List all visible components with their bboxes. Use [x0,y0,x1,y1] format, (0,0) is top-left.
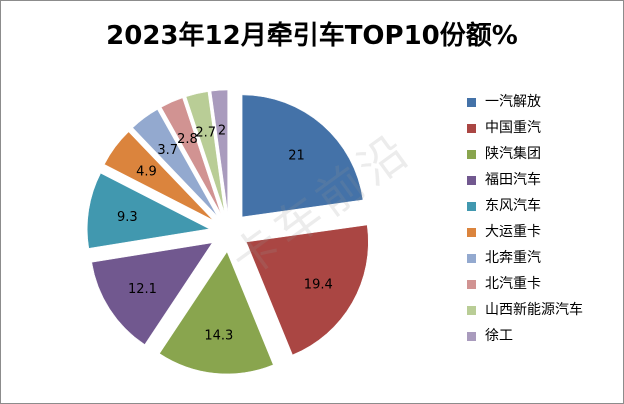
pie-slice-1 [241,94,364,218]
data-label-2: 19.4 [304,277,333,292]
legend-label: 大运重卡 [485,224,541,240]
legend-label: 北奔重汽 [485,250,541,266]
pie-slice-9 [185,91,225,213]
pie-slice-5 [87,172,211,249]
legend-swatch [467,176,476,185]
legend-swatch [467,124,476,133]
pie-slice-6 [104,131,214,221]
data-label-5: 9.3 [117,210,138,225]
legend-label: 北汽重卡 [485,276,541,292]
pie-slice-7 [132,109,218,217]
legend-swatch [467,98,476,107]
data-label-10: 2 [218,123,226,138]
legend-swatch [467,306,476,315]
data-label-4: 12.1 [128,282,157,297]
data-label-8: 2.8 [177,132,198,147]
chart-title: 2023年12月牵引车TOP10份额% [106,21,518,51]
legend-label: 山西新能源汽车 [485,302,583,318]
data-label-9: 2.7 [195,126,216,141]
legend-swatch [467,202,476,211]
legend-label: 东风汽车 [485,198,541,214]
legend-swatch [467,332,476,341]
pie-slice-4 [91,242,213,345]
legend-label: 一汽解放 [485,94,541,110]
legend-label: 福田汽车 [485,172,541,188]
data-label-3: 14.3 [204,328,233,343]
data-label-6: 4.9 [136,164,157,179]
pie-slice-3 [159,251,274,375]
data-label-1: 21 [288,148,305,163]
legend-label: 徐工 [485,328,513,344]
legend-swatch [467,280,476,289]
pie-slice-10 [210,89,228,213]
pie-slice-8 [160,97,222,214]
pie-slice-2 [245,224,369,356]
legend-swatch [467,150,476,159]
legend-swatch [467,254,476,263]
legend-label: 中国重汽 [485,120,541,136]
legend-swatch [467,228,476,237]
data-label-7: 3.7 [157,143,178,158]
legend-label: 陕汽集团 [485,146,541,162]
